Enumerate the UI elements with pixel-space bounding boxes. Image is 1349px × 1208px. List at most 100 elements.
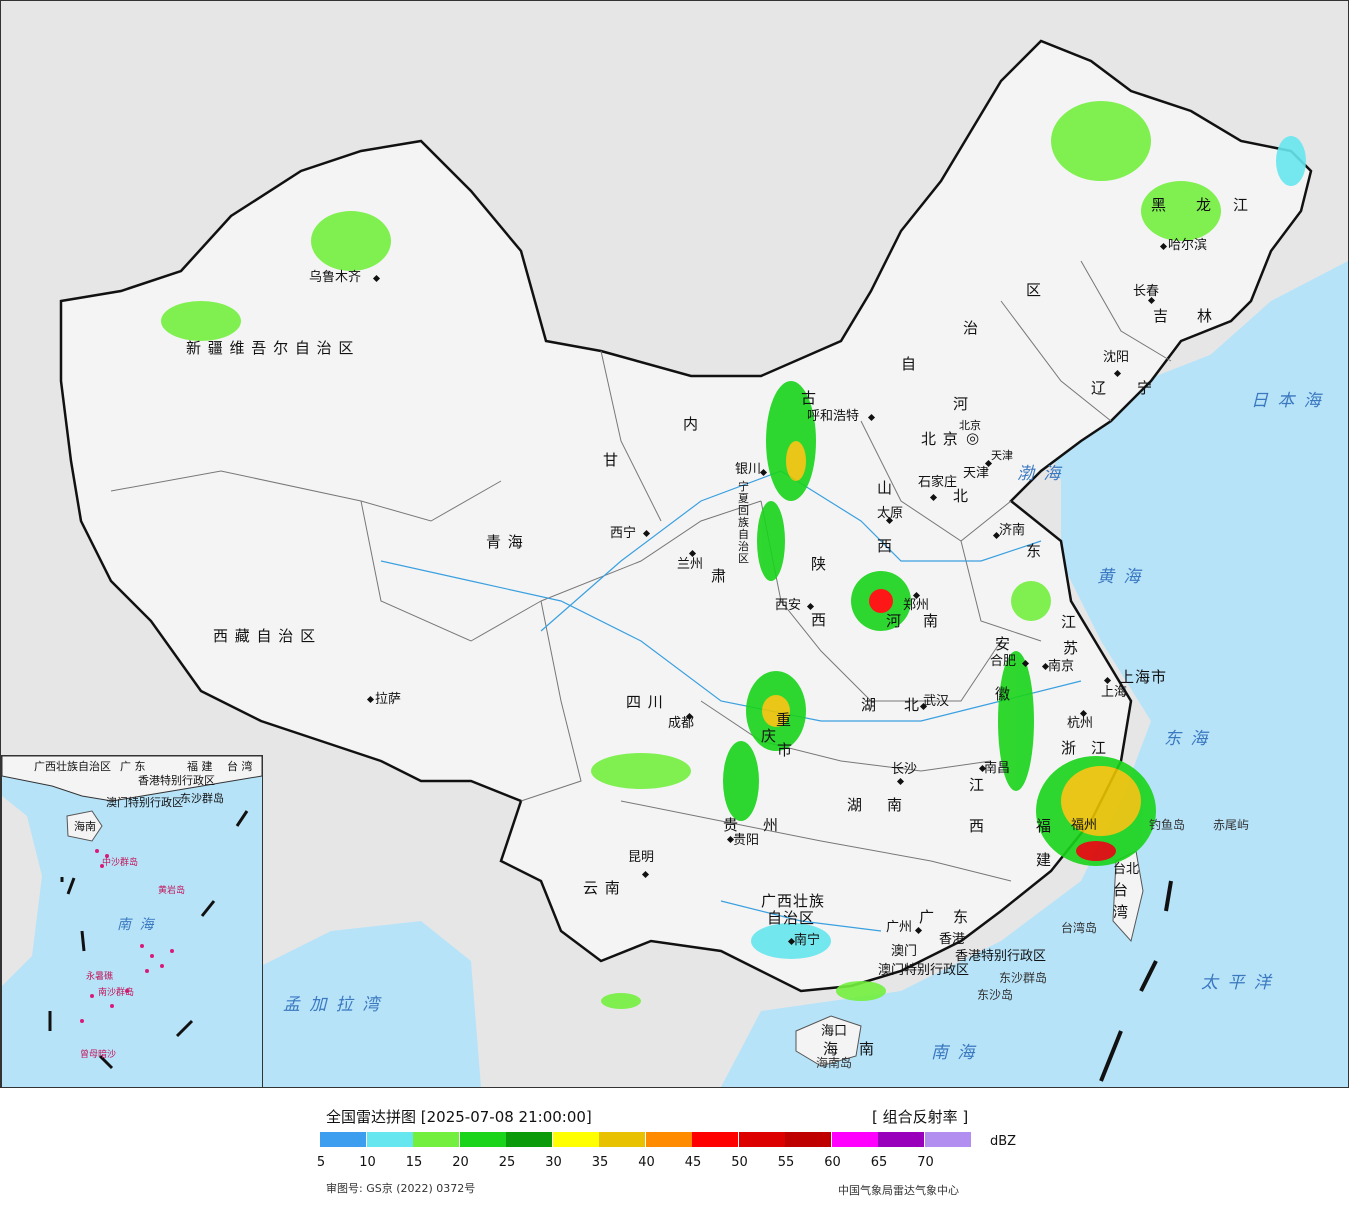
city-xian: 西安 <box>775 598 802 613</box>
label-zhi: 治 <box>963 319 980 337</box>
radar-echoes <box>161 101 1306 1009</box>
inset-taiwan: 台 湾 <box>227 760 253 773</box>
label-xi-sx: 西 <box>877 537 894 555</box>
label-hk-sar: 香港特别行政区 <box>955 949 1047 964</box>
south-china-sea-inset: 广西壮族自治区 广 东 福 建 台 湾 香港特别行政区 澳门特别行政区 东沙群岛… <box>1 755 263 1087</box>
legend-tick: 35 <box>591 1155 609 1170</box>
label-long: 龙 <box>1196 196 1213 214</box>
legend-tick: 45 <box>684 1155 702 1170</box>
label-zi: 自 <box>901 355 918 373</box>
label-zhe: 浙 <box>1061 739 1078 757</box>
label-qu: 区 <box>1026 281 1043 299</box>
sea-huanghai: 黄 海 <box>1097 567 1143 587</box>
label-jiang-jx: 江 <box>969 776 986 794</box>
legend-swatch <box>645 1132 692 1147</box>
inset-nansha: 南沙群岛 <box>98 988 135 998</box>
label-an: 安 <box>995 635 1012 653</box>
city-taiyuan: 太原 <box>877 506 904 521</box>
legend-panel: 全国雷达拼图 [2025-07-08 21:00:00] [ 组合反射率 ] d… <box>0 1088 1349 1208</box>
city-hohhot: 呼和浩特 <box>807 409 860 424</box>
label-sichuan: 四 川 <box>626 693 664 711</box>
legend-tick: 60 <box>824 1155 841 1170</box>
city-zhengzhou: 郑州 <box>903 598 930 613</box>
japan-sea <box>1181 261 1348 471</box>
legend-swatch <box>413 1132 459 1147</box>
label-hai: 海 <box>823 1040 840 1058</box>
sea-pacific: 太 平 洋 <box>1201 973 1273 993</box>
label-shaan: 陕 <box>811 555 828 573</box>
label-gui: 贵 <box>723 816 740 834</box>
city-guiyang: 贵阳 <box>733 833 760 848</box>
city-hefei: 合肥 <box>990 654 1017 669</box>
legend-swatch <box>599 1132 645 1147</box>
label-dong-sd: 东 <box>1026 542 1043 560</box>
legend-swatch <box>320 1132 366 1147</box>
label-jiang-js: 江 <box>1061 613 1078 631</box>
sea-donghai: 东 海 <box>1164 729 1210 749</box>
city-nanjing: 南京 <box>1048 659 1075 674</box>
legend-swatch <box>506 1132 552 1147</box>
legend-tick: 10 <box>359 1155 376 1170</box>
city-beijing: 北京 <box>959 419 981 432</box>
label-ji: 吉 <box>1153 307 1170 325</box>
label-gu: 古 <box>801 389 818 407</box>
inset-fujian: 福 建 <box>187 760 213 773</box>
label-nan-hainan: 南 <box>859 1040 876 1058</box>
legend-swatch <box>738 1132 785 1147</box>
legend-swatch <box>831 1132 878 1147</box>
label-bei-hb: 北 <box>904 696 921 714</box>
legend-swatch <box>459 1132 506 1147</box>
inset-canvas <box>2 756 262 1087</box>
legend-tick: 50 <box>731 1155 748 1170</box>
label-he-hb: 河 <box>953 395 970 413</box>
city-kunming: 昆明 <box>628 850 655 865</box>
label-gan: 甘 <box>603 451 620 469</box>
label-xi: 西 <box>811 611 828 629</box>
island-hainan: 海南岛 <box>816 1056 853 1070</box>
legend-title: 全国雷达拼图 [2025-07-08 21:00:00] <box>326 1108 592 1126</box>
maritime-boundary <box>1099 880 1173 1082</box>
data-source: 中国气象局雷达气象中心 <box>838 1184 959 1197</box>
label-ning: 宁 <box>1137 379 1154 397</box>
inset-macau: 澳门特别行政区 <box>106 796 183 809</box>
label-xi-jx: 西 <box>969 817 986 835</box>
legend-swatch <box>785 1132 831 1147</box>
approval-number: 审图号: GS京 (2022) 0372号 <box>326 1182 476 1195</box>
label-guang: 广 <box>919 908 936 926</box>
label-he-hn: 河 <box>886 612 903 630</box>
label-jiang-hlj: 江 <box>1233 196 1250 214</box>
rivers <box>380 470 1082 932</box>
legend-tick: 65 <box>870 1155 888 1170</box>
city-chengdu: 成都 <box>668 716 695 731</box>
island-taiwan: 台湾岛 <box>1061 921 1098 935</box>
legend-tick: 20 <box>452 1155 469 1170</box>
city-jinan: 济南 <box>999 523 1026 538</box>
label-guangxi-zzq: 自治区 <box>767 909 816 927</box>
legend-tick: 40 <box>638 1155 655 1170</box>
legend-swatch <box>366 1132 413 1147</box>
city-xining: 西宁 <box>610 526 637 541</box>
city-shijiazhuang: 石家庄 <box>918 475 958 490</box>
city-changsha: 长沙 <box>891 762 918 777</box>
label-bei: 北 <box>953 487 970 505</box>
city-beijing-mark: ◎ <box>966 429 981 447</box>
label-fu: 福 <box>1036 817 1053 835</box>
label-shi-cq: 市 <box>777 741 794 759</box>
city-wuhan: 武汉 <box>923 694 950 709</box>
city-tianjin: 天津 <box>963 466 990 481</box>
hainan-island <box>795 1015 862 1067</box>
radar-map[interactable]: 新 疆 维 吾 尔 自 治 区 西 藏 自 治 区 青 海 四 川 云 南 甘 … <box>0 0 1349 1088</box>
legend-tick: 25 <box>498 1155 516 1170</box>
label-nan-hn: 南 <box>923 612 940 630</box>
legend-tick: 30 <box>545 1155 562 1170</box>
inset-sea-label: 南 海 <box>117 917 156 933</box>
legend-tick: 15 <box>405 1155 423 1170</box>
inset-huangyan: 黄岩岛 <box>158 886 186 896</box>
city-shenyang: 沈阳 <box>1103 350 1130 365</box>
label-beijing-shi: 北 京 <box>921 430 959 448</box>
island-diaoyu: 钓鱼岛 <box>1149 818 1186 832</box>
city-taipei: 台北 <box>1113 862 1140 877</box>
label-hei: 黑 <box>1151 196 1168 214</box>
legend-tick: 70 <box>917 1155 934 1170</box>
label-jiang-zj: 江 <box>1091 739 1108 757</box>
